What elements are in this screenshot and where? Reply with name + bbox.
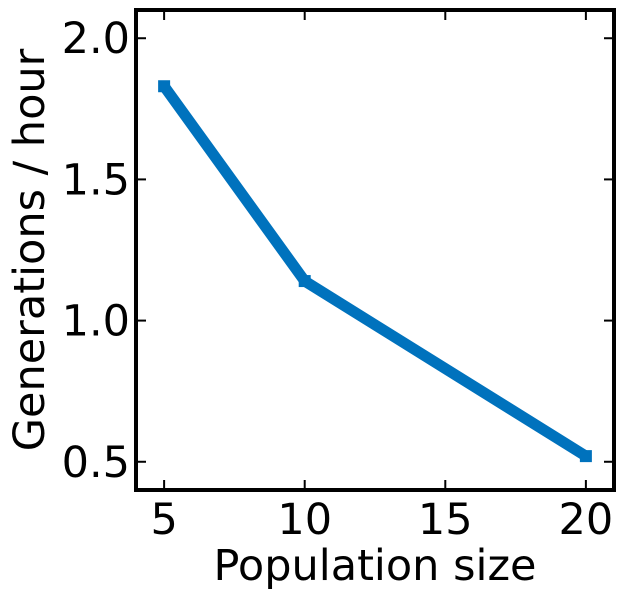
x-tick-label: 20 — [559, 495, 614, 545]
plot-area — [134, 8, 616, 492]
data-point — [158, 80, 171, 93]
y-tick-label: 0.5 — [62, 438, 130, 488]
plot-frame — [134, 8, 616, 492]
y-tick-label: 1.5 — [62, 155, 130, 205]
y-tick-label: 2.0 — [62, 14, 130, 64]
data-point — [298, 275, 311, 288]
y-axis-ticks: 0.5 1.0 1.5 2.0 — [62, 14, 614, 488]
x-axis-label: Population size — [214, 541, 537, 591]
y-tick-label: 1.0 — [62, 297, 130, 347]
x-tick-label: 5 — [150, 495, 177, 545]
data-point — [579, 450, 592, 463]
x-axis-ticks: 5 10 15 20 — [150, 10, 613, 545]
x-tick-label: 10 — [277, 495, 332, 545]
x-tick-label: 15 — [418, 495, 473, 545]
y-axis-label: Generations / hour — [5, 48, 55, 451]
series-layer — [158, 80, 592, 463]
series-line — [159, 83, 589, 461]
